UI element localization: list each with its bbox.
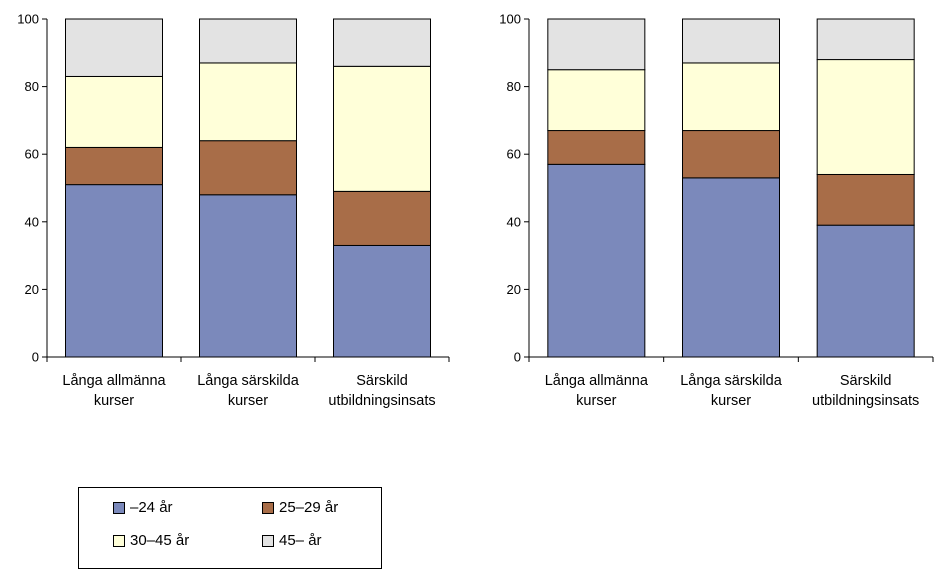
bar-segment xyxy=(547,18,646,71)
y-tick-label: 100 xyxy=(17,12,39,27)
y-tick-label: 60 xyxy=(25,147,39,162)
bar-segment xyxy=(816,224,915,358)
bar-segment xyxy=(65,146,163,186)
legend-item-45-plus: 45– år xyxy=(262,532,322,549)
x-category-label: kurser xyxy=(576,393,616,409)
stacked-bar-chart-left: 0 20 40 60 80 100 Långa allmänna kurser Långa sä… xyxy=(0,0,470,430)
bar-segment xyxy=(199,140,297,196)
bar-segment xyxy=(199,62,297,142)
legend-swatch-30-45 xyxy=(113,534,125,547)
x-category-label: Långa allmänna xyxy=(545,373,649,389)
y-tick-label: 60 xyxy=(507,147,521,162)
x-category-label: kurser xyxy=(228,393,268,409)
bar-segment xyxy=(65,184,163,358)
bar-segment xyxy=(333,190,431,246)
y-tick-label: 0 xyxy=(514,350,521,365)
bar-segment xyxy=(547,130,646,165)
legend-item-25-29: 25–29 år xyxy=(262,499,338,516)
bar-segment xyxy=(682,18,780,64)
bar-segment xyxy=(682,177,780,358)
legend-label-under-24: –24 år xyxy=(130,499,173,516)
y-tick-label: 0 xyxy=(32,350,39,365)
chart-right-svg: 0 20 40 60 80 100 Långa allmänna kurser Långa sä… xyxy=(499,12,934,409)
y-tick-label: 100 xyxy=(499,12,521,27)
x-category-label: Långa särskilda xyxy=(680,373,782,389)
x-category-label: Långa allmänna xyxy=(62,373,166,389)
bar-segment xyxy=(816,59,915,175)
bar-segment xyxy=(199,18,297,64)
x-category-label: Särskild xyxy=(840,373,892,389)
chart-left-svg: 0 20 40 60 80 100 Långa allmänna kurser Långa sä… xyxy=(17,12,450,409)
bar-segment xyxy=(333,244,431,358)
legend-item-under-24: –24 år xyxy=(113,499,173,516)
bar-segment xyxy=(199,194,297,358)
x-category-label: utbildningsinsats xyxy=(328,393,435,409)
x-category-label: Särskild xyxy=(356,373,408,389)
y-tick-label: 80 xyxy=(25,79,39,94)
bar-segment xyxy=(816,173,915,226)
bar-segment xyxy=(65,18,163,77)
y-tick-label: 20 xyxy=(25,282,39,297)
y-tick-label: 80 xyxy=(507,79,521,94)
legend-label-30-45: 30–45 år xyxy=(130,532,190,549)
legend-label-45-plus: 45– år xyxy=(279,532,322,549)
legend-swatch-under-24 xyxy=(113,501,125,514)
bar-segment xyxy=(547,69,646,132)
bar-segment xyxy=(816,18,915,61)
bar-segment xyxy=(547,163,646,358)
legend-label-25-29: 25–29 år xyxy=(279,499,339,516)
bar-segment xyxy=(333,18,431,67)
bar-segment xyxy=(682,62,780,132)
x-category-label: kurser xyxy=(711,393,751,409)
stacked-bar-chart-right: 0 20 40 60 80 100 Långa allmänna kurser Långa sä… xyxy=(481,0,938,430)
x-category-label: Långa särskilda xyxy=(197,373,299,389)
legend: –24 år 25–29 år 30–45 år 45– år xyxy=(78,487,382,569)
bar-segment xyxy=(65,75,163,148)
legend-swatch-45-plus xyxy=(262,534,274,547)
y-tick-label: 40 xyxy=(25,214,39,229)
x-category-label: utbildningsinsats xyxy=(812,393,919,409)
legend-swatch-25-29 xyxy=(262,501,274,514)
legend-item-30-45: 30–45 år xyxy=(113,532,189,549)
bar-segment xyxy=(682,130,780,179)
x-category-label: kurser xyxy=(94,393,134,409)
bar-segment xyxy=(333,65,431,192)
y-tick-label: 20 xyxy=(507,282,521,297)
y-tick-label: 40 xyxy=(507,214,521,229)
